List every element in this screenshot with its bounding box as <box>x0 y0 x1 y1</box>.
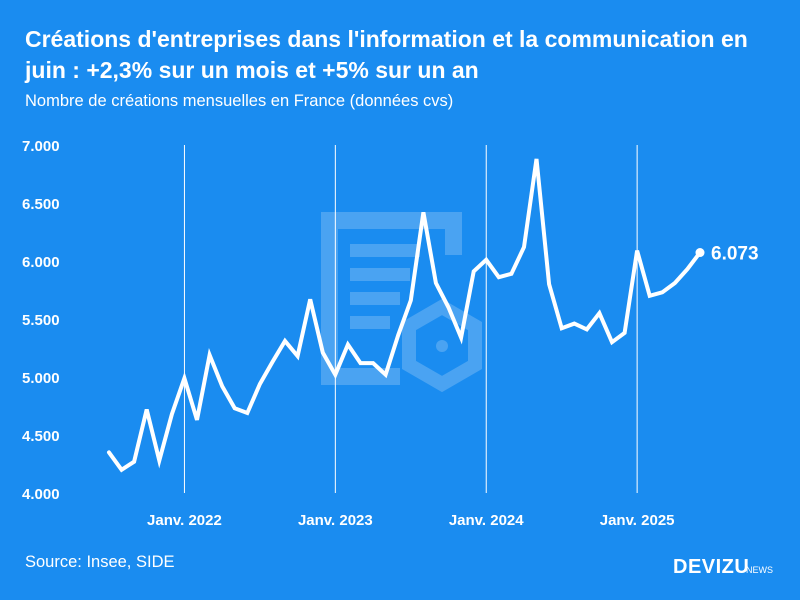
document-logo-watermark <box>321 212 482 393</box>
data-point <box>371 361 375 365</box>
series-creations: 6.073 <box>107 157 759 473</box>
data-point <box>396 333 400 337</box>
data-point <box>107 450 111 454</box>
data-point <box>296 354 300 358</box>
data-point <box>572 322 576 326</box>
y-tick-label: 6.500 <box>22 196 60 213</box>
last-point-marker <box>695 248 705 258</box>
data-point <box>497 275 501 279</box>
data-point <box>270 360 274 364</box>
data-point <box>182 376 186 380</box>
data-point <box>447 305 451 309</box>
data-point <box>308 297 312 301</box>
data-point <box>195 418 199 422</box>
data-point <box>597 311 601 315</box>
y-tick-label: 7.000 <box>22 138 60 155</box>
data-point <box>673 281 677 285</box>
x-tick-label: Janv. 2025 <box>600 512 675 529</box>
y-tick-label: 4.500 <box>22 428 60 445</box>
data-point <box>472 269 476 273</box>
data-point <box>157 459 161 463</box>
data-point <box>535 157 539 161</box>
data-point <box>509 272 513 276</box>
data-point <box>358 361 362 365</box>
data-point <box>421 210 425 214</box>
x-axis: Janv. 2022 Janv. 2023 Janv. 2024 Janv. 2025 <box>147 512 674 529</box>
source-note: Source: Insee, SIDE <box>25 553 175 571</box>
data-point <box>321 351 325 355</box>
data-point <box>547 282 551 286</box>
series-line <box>107 158 702 473</box>
data-point <box>233 406 237 410</box>
data-point <box>685 267 689 271</box>
data-point <box>258 382 262 386</box>
chart-subtitle: Nombre de créations mensuelles en France… <box>25 92 454 110</box>
last-value-label: 6.073 <box>711 244 759 265</box>
y-tick-label: 5.500 <box>22 312 60 329</box>
data-point <box>132 460 136 464</box>
data-point <box>208 353 212 357</box>
x-tick-label: Janv. 2022 <box>147 512 222 529</box>
data-point <box>283 339 287 343</box>
data-point <box>220 384 224 388</box>
brand-logo: DEVIZU <box>673 556 750 578</box>
y-tick-label: 4.000 <box>22 486 60 503</box>
gridlines <box>183 145 638 493</box>
data-point <box>346 343 350 347</box>
data-point <box>409 298 413 302</box>
data-point <box>459 336 463 340</box>
data-point <box>245 411 249 415</box>
data-point <box>484 258 488 262</box>
data-point <box>384 373 388 377</box>
data-point <box>120 468 124 472</box>
y-tick-label: 6.000 <box>22 254 60 271</box>
data-point <box>560 326 564 330</box>
data-point <box>635 249 639 253</box>
data-point <box>434 281 438 285</box>
y-tick-label: 5.000 <box>22 370 60 387</box>
chart-title: Créations d'entreprises dans l'informati… <box>25 26 748 83</box>
data-point <box>623 331 627 335</box>
data-point <box>522 245 526 249</box>
data-point <box>333 373 337 377</box>
data-point <box>145 407 149 411</box>
data-point <box>170 412 174 416</box>
brand-logo-suffix: NEWS <box>746 565 773 575</box>
data-point <box>610 340 614 344</box>
x-tick-label: Janv. 2023 <box>298 512 373 529</box>
data-point <box>660 290 664 294</box>
data-point <box>648 294 652 298</box>
data-point <box>585 327 589 331</box>
x-tick-label: Janv. 2024 <box>449 512 524 529</box>
y-axis: 4.000 4.500 5.000 5.500 6.000 6.500 7.000 <box>22 138 60 503</box>
